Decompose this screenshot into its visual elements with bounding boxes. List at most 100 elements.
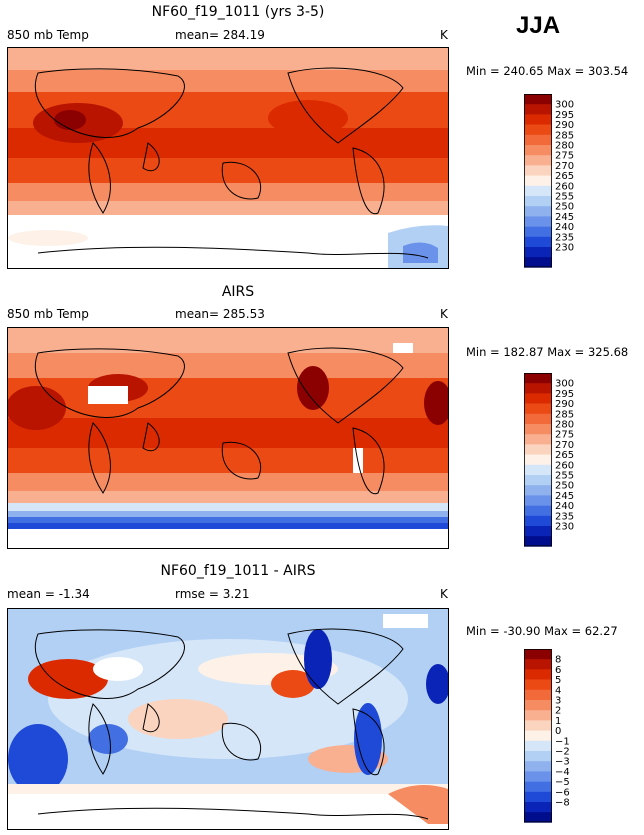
colorbar-2-swatch: [524, 526, 552, 537]
panel-2-minmax: Min = 182.87 Max = 325.68: [466, 345, 629, 359]
colorbar-2-swatch: [524, 485, 552, 496]
colorbar-1-tick-label: 280: [555, 141, 574, 152]
colorbar-2-tick-label: 245: [555, 491, 574, 502]
colorbar-2-tick-label: 230: [555, 522, 574, 533]
colorbar-1-tick-label: 270: [555, 161, 574, 172]
colorbar-3-swatch: [524, 781, 552, 793]
colorbar-3-swatch: [524, 802, 552, 813]
colorbar-3-tick-label: −2: [555, 747, 570, 758]
panel-1-map: [7, 47, 449, 269]
colorbar-3-tick-label: 0: [555, 726, 561, 737]
colorbar-3-tick-label: 5: [555, 675, 561, 686]
colorbar-1-swatch: [524, 165, 552, 176]
colorbar-2-tick-label: 250: [555, 481, 574, 492]
colorbar-2-swatch: [524, 413, 552, 425]
colorbar-2-swatch: [524, 464, 552, 476]
colorbar-3-tick-label: −1: [555, 736, 570, 747]
colorbar-2-tick-label: 280: [555, 420, 574, 431]
panel-1-title: NF60_f19_1011 (yrs 3-5): [151, 4, 325, 20]
colorbar-1-tick-label: 300: [555, 100, 574, 111]
colorbar-1-tick-label: 250: [555, 202, 574, 213]
colorbar-1-tick-label: 275: [555, 151, 574, 162]
colorbar-1-swatch: [524, 94, 552, 105]
colorbar-3-tick-label: 2: [555, 706, 561, 717]
colorbar-2-tick-label: 290: [555, 399, 574, 410]
colorbar-2-frame: [524, 373, 552, 547]
colorbar-3-swatch: [524, 740, 552, 752]
colorbar-3-tick-label: −5: [555, 777, 570, 788]
colorbar-2-tick-label: 285: [555, 409, 574, 420]
colorbar-1-tick-label: 255: [555, 192, 574, 203]
colorbar-3-swatch: [524, 751, 552, 762]
colorbar-1-tick-label: 240: [555, 222, 574, 233]
colorbar-1-tick-label: 265: [555, 171, 574, 182]
colorbar-3-tick-label: −4: [555, 767, 570, 778]
colorbar-2-swatch: [524, 515, 552, 527]
colorbar-3-swatch: [524, 700, 552, 711]
colorbar-2-swatch: [524, 373, 552, 384]
colorbar-3-swatch: [524, 761, 552, 772]
colorbar-3-swatch: [524, 689, 552, 701]
colorbar-2-tick-label: 265: [555, 450, 574, 461]
panel-2-unit-label: K: [440, 307, 448, 321]
colorbar-1-tick-label: 260: [555, 181, 574, 192]
colorbar-2-swatch: [524, 424, 552, 435]
colorbar-2-swatch: [524, 444, 552, 455]
colorbar-3-swatch: [524, 649, 552, 660]
colorbar-3-tick-label: 3: [555, 696, 561, 707]
colorbar-2-tick-label: 300: [555, 379, 574, 390]
colorbar-2-swatch: [524, 475, 552, 486]
colorbar-1-tick-label: 285: [555, 130, 574, 141]
panel-1-minmax: Min = 240.65 Max = 303.54: [466, 64, 629, 78]
panel-2-title: AIRS: [221, 284, 255, 300]
colorbar-2-swatch: [524, 454, 552, 466]
panel-2-variable-label: 850 mb Temp: [7, 307, 89, 321]
colorbar-1-swatch: [524, 257, 552, 268]
panel-1-colorbar: 300 295 290 285 280 275 270 265 260 255 250 245 240 2…: [524, 94, 584, 268]
panel-3-unit-label: K: [440, 587, 448, 601]
colorbar-1-frame: [524, 94, 552, 268]
colorbar-3-swatch: [524, 710, 552, 721]
colorbar-1-swatch: [524, 216, 552, 227]
colorbar-3-tick-label: 6: [555, 665, 561, 676]
colorbar-2-swatch: [524, 495, 552, 506]
colorbar-3-swatch: [524, 659, 552, 670]
panel-3-minmax: Min = -30.90 Max = 62.27: [466, 624, 618, 638]
colorbar-2-swatch: [524, 505, 552, 517]
panel-3-map: [7, 608, 449, 830]
colorbar-3-tick-label: 8: [555, 655, 561, 666]
colorbar-1-swatch: [524, 247, 552, 258]
colorbar-1-swatch: [524, 175, 552, 187]
panel-3-title: NF60_f19_1011 - AIRS: [160, 563, 316, 579]
panel-3-mean-label: mean = -1.34: [7, 587, 90, 601]
colorbar-2-tick-label: 235: [555, 511, 574, 522]
colorbar-1-tick-label: 290: [555, 120, 574, 131]
colorbar-2-swatch: [524, 536, 552, 547]
colorbar-3-swatch: [524, 730, 552, 742]
colorbar-3-swatch: [524, 771, 552, 782]
colorbar-3-swatch: [524, 791, 552, 803]
colorbar-3-tick-label: 1: [555, 716, 561, 727]
colorbar-2-tick-label: 255: [555, 471, 574, 482]
colorbar-1-swatch: [524, 155, 552, 166]
colorbar-2-swatch: [524, 403, 552, 415]
colorbar-2-tick-label: 270: [555, 440, 574, 451]
panel-3-colorbar: 8 6 5 4 3 2 1 0 −1 −2 −3 −4 −5 −6 −8: [524, 649, 584, 823]
colorbar-2-tick-label: 240: [555, 501, 574, 512]
colorbar-1-swatch: [524, 196, 552, 207]
panel-2-colorbar: 300 295 290 285 280 275 270 265 260 255 250 245 240 2…: [524, 373, 584, 547]
colorbar-3-swatch: [524, 669, 552, 680]
colorbar-3-tick-label: −3: [555, 757, 570, 768]
colorbar-1-swatch: [524, 226, 552, 238]
panel-2-map: [7, 327, 449, 549]
season-label: JJA: [516, 12, 561, 39]
colorbar-1-swatch: [524, 185, 552, 197]
colorbar-2-swatch: [524, 383, 552, 394]
colorbar-1-swatch: [524, 124, 552, 136]
colorbar-2-tick-label: 295: [555, 389, 574, 400]
colorbar-1-swatch: [524, 104, 552, 115]
colorbar-3-frame: [524, 649, 552, 823]
colorbar-1-swatch: [524, 206, 552, 217]
colorbar-1-tick-label: 230: [555, 243, 574, 254]
colorbar-1-swatch: [524, 114, 552, 125]
